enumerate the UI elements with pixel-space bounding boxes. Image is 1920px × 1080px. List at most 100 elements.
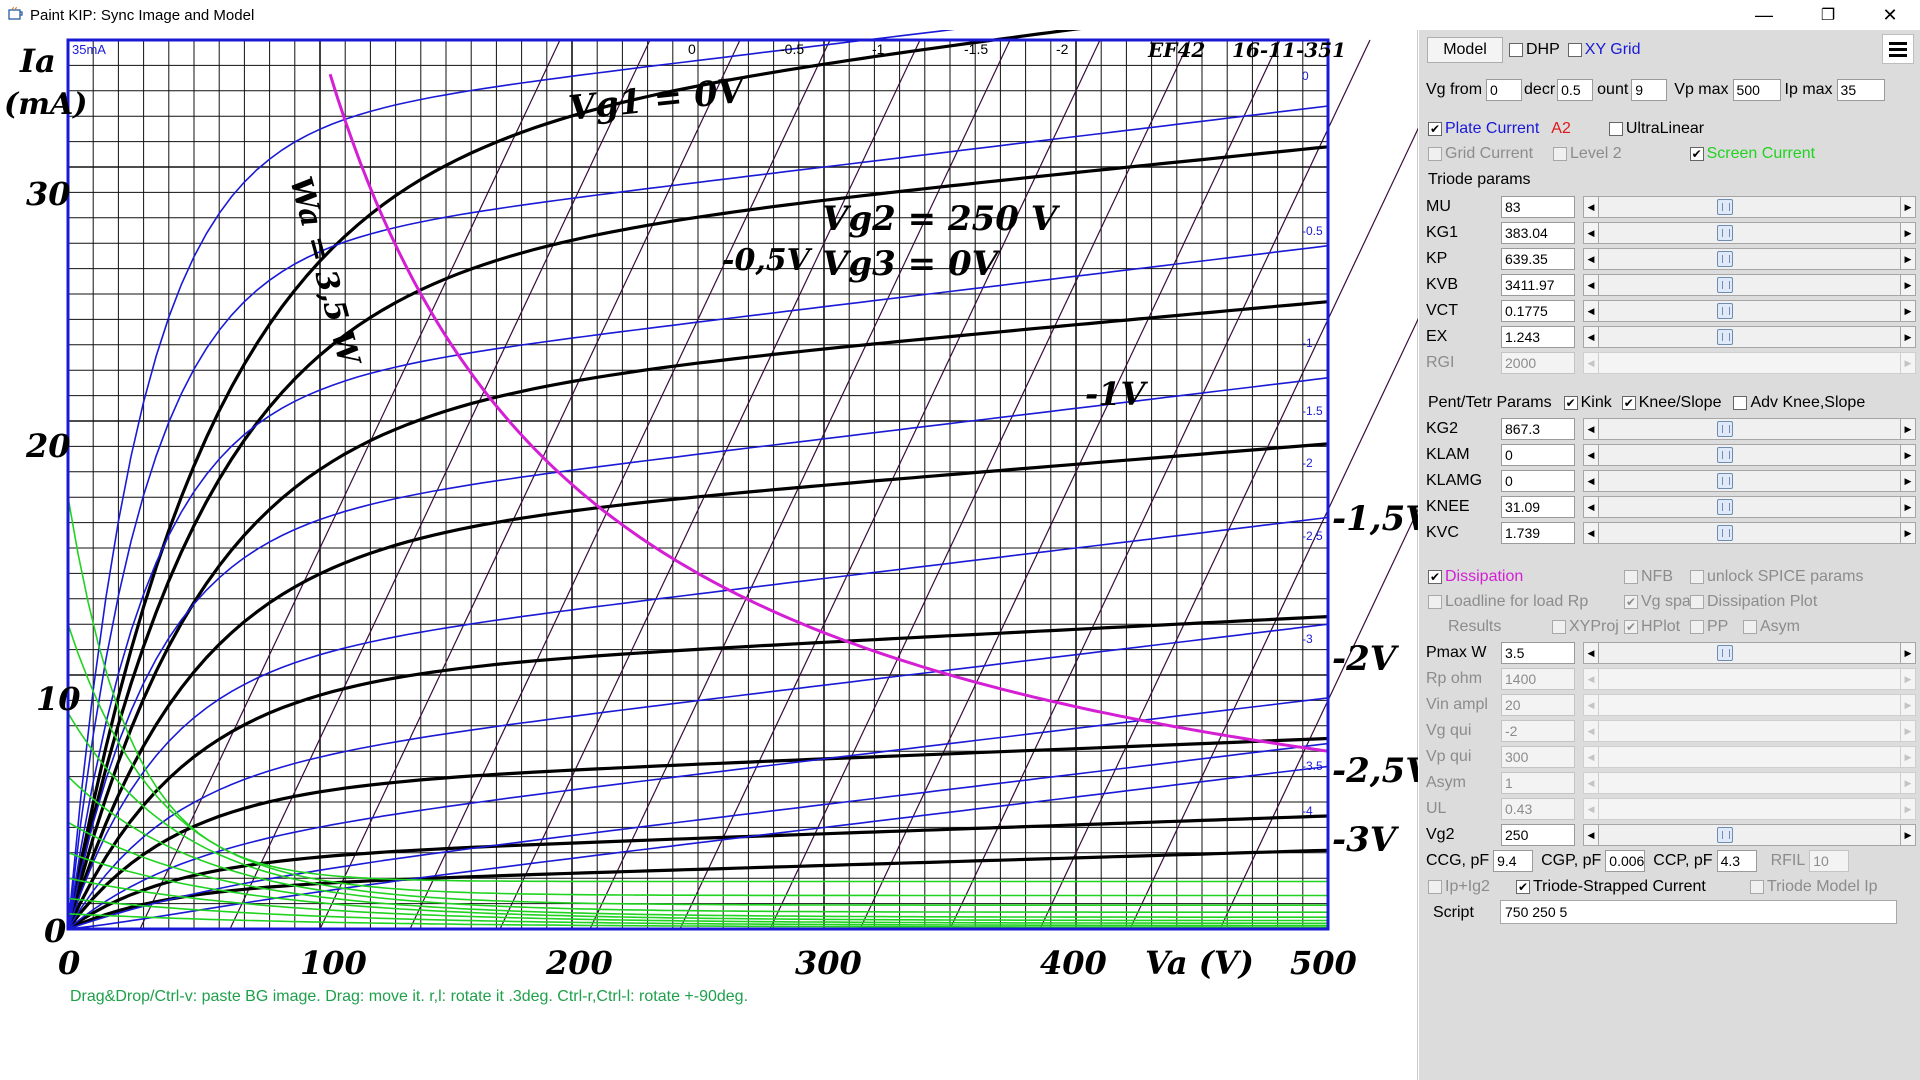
slider-track[interactable]: [1599, 694, 1900, 716]
param-slider[interactable]: ◀ ▶: [1583, 798, 1916, 820]
adv-knee-check[interactable]: [1733, 396, 1748, 410]
dhp-checkbox-box[interactable]: [1509, 43, 1523, 57]
grid-current-check[interactable]: [1428, 147, 1442, 161]
dissipation-checkbox[interactable]: ✔ Dissipation: [1428, 568, 1523, 586]
model-button[interactable]: Model: [1427, 37, 1503, 63]
vg-from-input[interactable]: 0: [1486, 79, 1523, 101]
slider-thumb[interactable]: [1717, 277, 1733, 293]
slider-left-arrow-icon[interactable]: ◀: [1583, 798, 1599, 820]
minimize-button[interactable]: —: [1755, 4, 1773, 25]
cgp-input[interactable]: 0.006: [1605, 850, 1646, 872]
slider-right-arrow-icon[interactable]: ▶: [1900, 720, 1916, 742]
slider-left-arrow-icon[interactable]: ◀: [1583, 352, 1599, 374]
slider-thumb[interactable]: [1717, 225, 1733, 241]
slider-left-arrow-icon[interactable]: ◀: [1583, 222, 1599, 244]
param-slider[interactable]: ◀ ▶: [1583, 444, 1916, 466]
triode-model-ip-check[interactable]: [1750, 880, 1764, 894]
dissipation-plot-check[interactable]: [1690, 595, 1704, 609]
ccg-input[interactable]: 9.4: [1493, 850, 1534, 872]
slider-track[interactable]: [1599, 798, 1900, 820]
slider-thumb[interactable]: [1717, 447, 1733, 463]
param-slider[interactable]: ◀ ▶: [1583, 496, 1916, 518]
slider-left-arrow-icon[interactable]: ◀: [1583, 522, 1599, 544]
param-slider[interactable]: ◀ ▶: [1583, 222, 1916, 244]
slider-left-arrow-icon[interactable]: ◀: [1583, 300, 1599, 322]
slider-right-arrow-icon[interactable]: ▶: [1900, 470, 1916, 492]
ip-ig2-checkbox[interactable]: Ip+Ig2: [1428, 878, 1490, 896]
param-input[interactable]: 1400: [1501, 668, 1575, 690]
param-input[interactable]: 20: [1501, 694, 1575, 716]
xy-grid-checkbox-box[interactable]: [1567, 43, 1582, 57]
slider-thumb[interactable]: [1717, 499, 1733, 515]
param-slider[interactable]: ◀ ▶: [1583, 668, 1916, 690]
slider-left-arrow-icon[interactable]: ◀: [1583, 196, 1599, 218]
grid-current-checkbox[interactable]: Grid Current: [1428, 145, 1533, 163]
slider-track[interactable]: [1599, 522, 1900, 544]
param-input[interactable]: 867.3: [1501, 418, 1575, 440]
slider-track[interactable]: [1599, 418, 1900, 440]
rfil-input[interactable]: 10: [1809, 850, 1850, 872]
ultralinear-check[interactable]: [1608, 122, 1623, 136]
plate-current-checkbox[interactable]: ✔ Plate Current: [1428, 120, 1539, 138]
slider-right-arrow-icon[interactable]: ▶: [1900, 444, 1916, 466]
param-slider[interactable]: ◀ ▶: [1583, 772, 1916, 794]
slider-right-arrow-icon[interactable]: ▶: [1900, 196, 1916, 218]
slider-left-arrow-icon[interactable]: ◀: [1583, 772, 1599, 794]
pp-checkbox[interactable]: PP: [1690, 618, 1728, 636]
param-input[interactable]: 250: [1501, 824, 1575, 846]
ccp-input[interactable]: 4.3: [1716, 850, 1757, 872]
slider-right-arrow-icon[interactable]: ▶: [1900, 824, 1916, 846]
vg-span-checkbox[interactable]: ✔ Vg span: [1624, 593, 1700, 611]
slider-thumb[interactable]: [1717, 645, 1733, 661]
nfb-check[interactable]: [1624, 570, 1638, 584]
slider-left-arrow-icon[interactable]: ◀: [1583, 824, 1599, 846]
knee-slope-checkbox[interactable]: ✔ Knee/Slope: [1621, 394, 1721, 412]
triode-model-ip-checkbox[interactable]: Triode Model Ip: [1750, 878, 1878, 896]
param-input[interactable]: 83: [1501, 196, 1575, 218]
slider-right-arrow-icon[interactable]: ▶: [1900, 522, 1916, 544]
param-input[interactable]: -2: [1501, 720, 1575, 742]
hplot-check[interactable]: ✔: [1624, 620, 1638, 634]
screen-current-checkbox[interactable]: ✔ Screen Current: [1689, 145, 1815, 163]
slider-left-arrow-icon[interactable]: ◀: [1583, 470, 1599, 492]
vg-span-check[interactable]: ✔: [1624, 595, 1638, 609]
slider-track[interactable]: [1599, 720, 1900, 742]
slider-left-arrow-icon[interactable]: ◀: [1583, 274, 1599, 296]
param-input[interactable]: 639.35: [1501, 248, 1575, 270]
slider-right-arrow-icon[interactable]: ▶: [1900, 496, 1916, 518]
adv-knee-checkbox[interactable]: Adv Knee,Slope: [1733, 394, 1865, 412]
param-input[interactable]: 1: [1501, 772, 1575, 794]
param-input[interactable]: 0: [1501, 444, 1575, 466]
slider-left-arrow-icon[interactable]: ◀: [1583, 746, 1599, 768]
ultralinear-checkbox[interactable]: UltraLinear: [1608, 120, 1704, 138]
param-slider[interactable]: ◀ ▶: [1583, 642, 1916, 664]
param-input[interactable]: 383.04: [1501, 222, 1575, 244]
slider-track[interactable]: [1599, 642, 1900, 664]
slider-right-arrow-icon[interactable]: ▶: [1900, 798, 1916, 820]
slider-thumb[interactable]: [1717, 303, 1733, 319]
plot-canvas[interactable]: 35mA 0 -0.5 -1 -1.5 -2 0 -0.5 -1 -1.5 -2 -2.5 -3 -3…: [0, 30, 1418, 1080]
slider-track[interactable]: [1599, 772, 1900, 794]
param-slider[interactable]: ◀ ▶: [1583, 352, 1916, 374]
slider-left-arrow-icon[interactable]: ◀: [1583, 694, 1599, 716]
slider-left-arrow-icon[interactable]: ◀: [1583, 418, 1599, 440]
param-slider[interactable]: ◀ ▶: [1583, 248, 1916, 270]
restore-button[interactable]: ❐: [1820, 7, 1836, 24]
slider-right-arrow-icon[interactable]: ▶: [1900, 326, 1916, 348]
slider-track[interactable]: [1599, 248, 1900, 270]
slider-track[interactable]: [1599, 444, 1900, 466]
slider-track[interactable]: [1599, 470, 1900, 492]
slider-track[interactable]: [1599, 326, 1900, 348]
hamburger-menu-icon[interactable]: [1882, 34, 1914, 64]
unlock-spice-check[interactable]: [1690, 570, 1704, 584]
param-slider[interactable]: ◀ ▶: [1583, 196, 1916, 218]
slider-thumb[interactable]: [1717, 473, 1733, 489]
slider-left-arrow-icon[interactable]: ◀: [1583, 248, 1599, 270]
slider-track[interactable]: [1599, 824, 1900, 846]
screen-current-check[interactable]: ✔: [1689, 147, 1704, 161]
slider-track[interactable]: [1599, 746, 1900, 768]
slider-right-arrow-icon[interactable]: ▶: [1900, 668, 1916, 690]
slider-right-arrow-icon[interactable]: ▶: [1900, 352, 1916, 374]
slider-right-arrow-icon[interactable]: ▶: [1900, 418, 1916, 440]
slider-left-arrow-icon[interactable]: ◀: [1583, 496, 1599, 518]
